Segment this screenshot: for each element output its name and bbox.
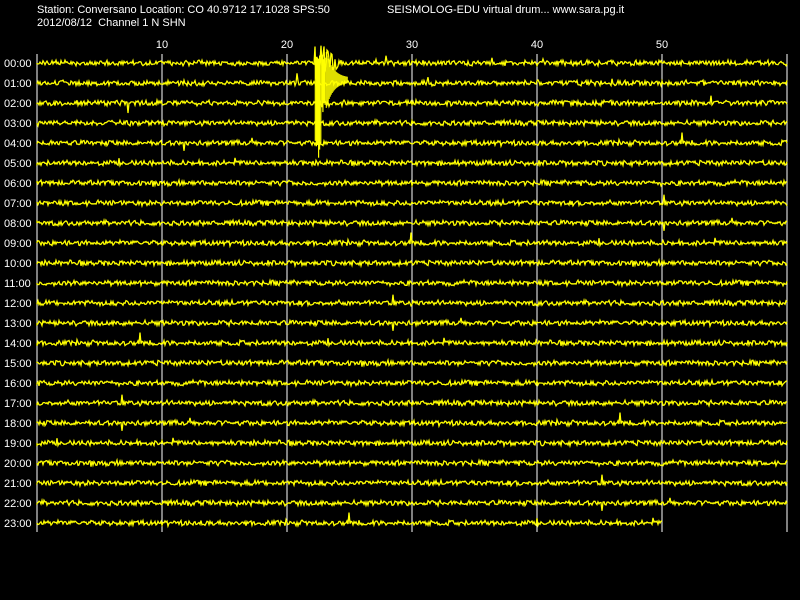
date-channel-info: 2012/08/12 Channel 1 N SHN <box>37 17 186 29</box>
hour-label: 12:00 <box>4 298 32 310</box>
hour-label: 16:00 <box>4 378 32 390</box>
trace-row <box>36 332 788 349</box>
trace-row <box>36 73 788 89</box>
minute-tick-label: 40 <box>531 39 543 51</box>
trace-row <box>36 257 788 269</box>
trace-row <box>36 232 788 249</box>
seismic-traces <box>36 45 788 529</box>
minute-tick-label: 50 <box>656 39 668 51</box>
hour-label: 19:00 <box>4 438 32 450</box>
hour-label: 22:00 <box>4 498 32 510</box>
hour-labels: 00:00 01:00 02:00 03:00 04:00 05:00 06:00 07:00… <box>4 58 32 530</box>
hour-label: 11:00 <box>4 278 31 290</box>
hour-label: 23:00 <box>4 518 32 530</box>
trace-row <box>36 457 788 468</box>
trace-row <box>36 412 788 431</box>
hour-label: 01:00 <box>4 78 32 90</box>
hour-label: 13:00 <box>4 318 32 330</box>
station-info: Station: Conversano Location: CO 40.9712… <box>37 4 330 16</box>
trace-row <box>36 294 788 308</box>
minute-tick-labels: 10 20 30 40 50 <box>156 39 668 51</box>
trace-row <box>36 394 788 408</box>
trace-row <box>36 512 663 529</box>
hour-label: 18:00 <box>4 418 32 430</box>
trace-row <box>36 217 788 231</box>
hour-label: 02:00 <box>4 98 32 110</box>
hour-label: 17:00 <box>4 398 32 410</box>
minute-tick-label: 20 <box>281 39 293 51</box>
hour-label: 08:00 <box>4 218 32 230</box>
trace-row <box>36 377 788 389</box>
trace-row <box>36 278 788 289</box>
hour-label: 10:00 <box>4 258 32 270</box>
hour-label: 07:00 <box>4 198 32 210</box>
trace-row <box>36 317 788 331</box>
hour-label: 15:00 <box>4 358 32 370</box>
trace-row <box>36 177 788 188</box>
trace-row <box>36 437 788 449</box>
minute-tick-label: 10 <box>156 39 168 51</box>
hour-label: 04:00 <box>4 138 32 150</box>
hour-label: 03:00 <box>4 118 32 130</box>
hour-label: 05:00 <box>4 158 32 170</box>
trace-row <box>36 157 788 169</box>
minute-grid <box>36 54 788 532</box>
trace-row <box>36 45 788 79</box>
minute-tick-label: 30 <box>406 39 418 51</box>
hour-label: 09:00 <box>4 238 32 250</box>
hour-label: 00:00 <box>4 58 32 70</box>
trace-row <box>36 497 788 511</box>
trace-row <box>36 194 788 209</box>
app-title: SEISMOLOG-EDU virtual drum... www.sara.p… <box>387 4 625 16</box>
trace-row <box>36 95 788 114</box>
hour-label: 20:00 <box>4 458 32 470</box>
trace-row <box>36 357 788 369</box>
trace-row <box>36 117 788 128</box>
hour-label: 14:00 <box>4 338 32 350</box>
hour-label: 06:00 <box>4 178 32 190</box>
hour-label: 21:00 <box>4 478 32 490</box>
trace-row <box>36 474 788 489</box>
trace-row <box>36 132 788 151</box>
